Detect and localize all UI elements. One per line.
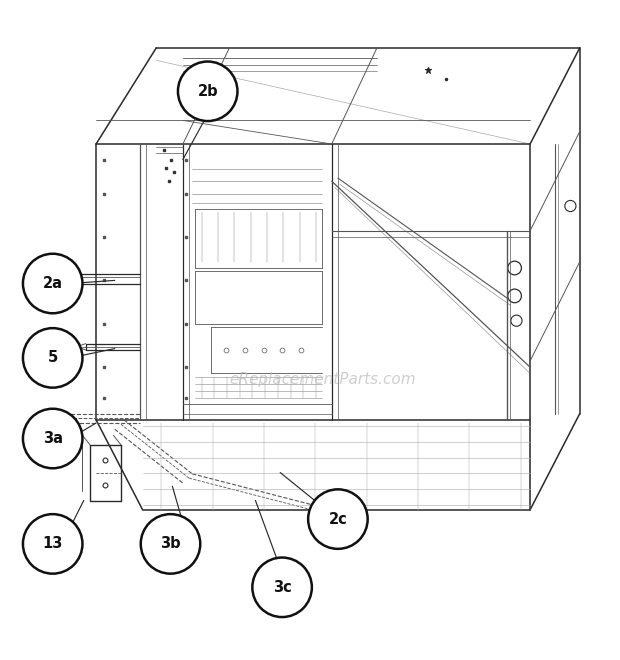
Ellipse shape <box>23 253 82 314</box>
Text: 3a: 3a <box>43 431 63 446</box>
Text: eReplacementParts.com: eReplacementParts.com <box>229 372 416 387</box>
Ellipse shape <box>308 489 368 549</box>
Ellipse shape <box>141 514 200 574</box>
Text: 2c: 2c <box>329 512 347 527</box>
Ellipse shape <box>23 409 82 468</box>
Ellipse shape <box>178 61 237 121</box>
Text: 2b: 2b <box>197 84 218 99</box>
Ellipse shape <box>252 558 312 617</box>
Text: 5: 5 <box>48 350 58 366</box>
Text: 3c: 3c <box>273 579 291 595</box>
Text: 3b: 3b <box>160 537 181 551</box>
Ellipse shape <box>23 328 82 387</box>
Ellipse shape <box>23 514 82 574</box>
Text: 2a: 2a <box>43 276 63 291</box>
Text: 13: 13 <box>43 537 63 551</box>
